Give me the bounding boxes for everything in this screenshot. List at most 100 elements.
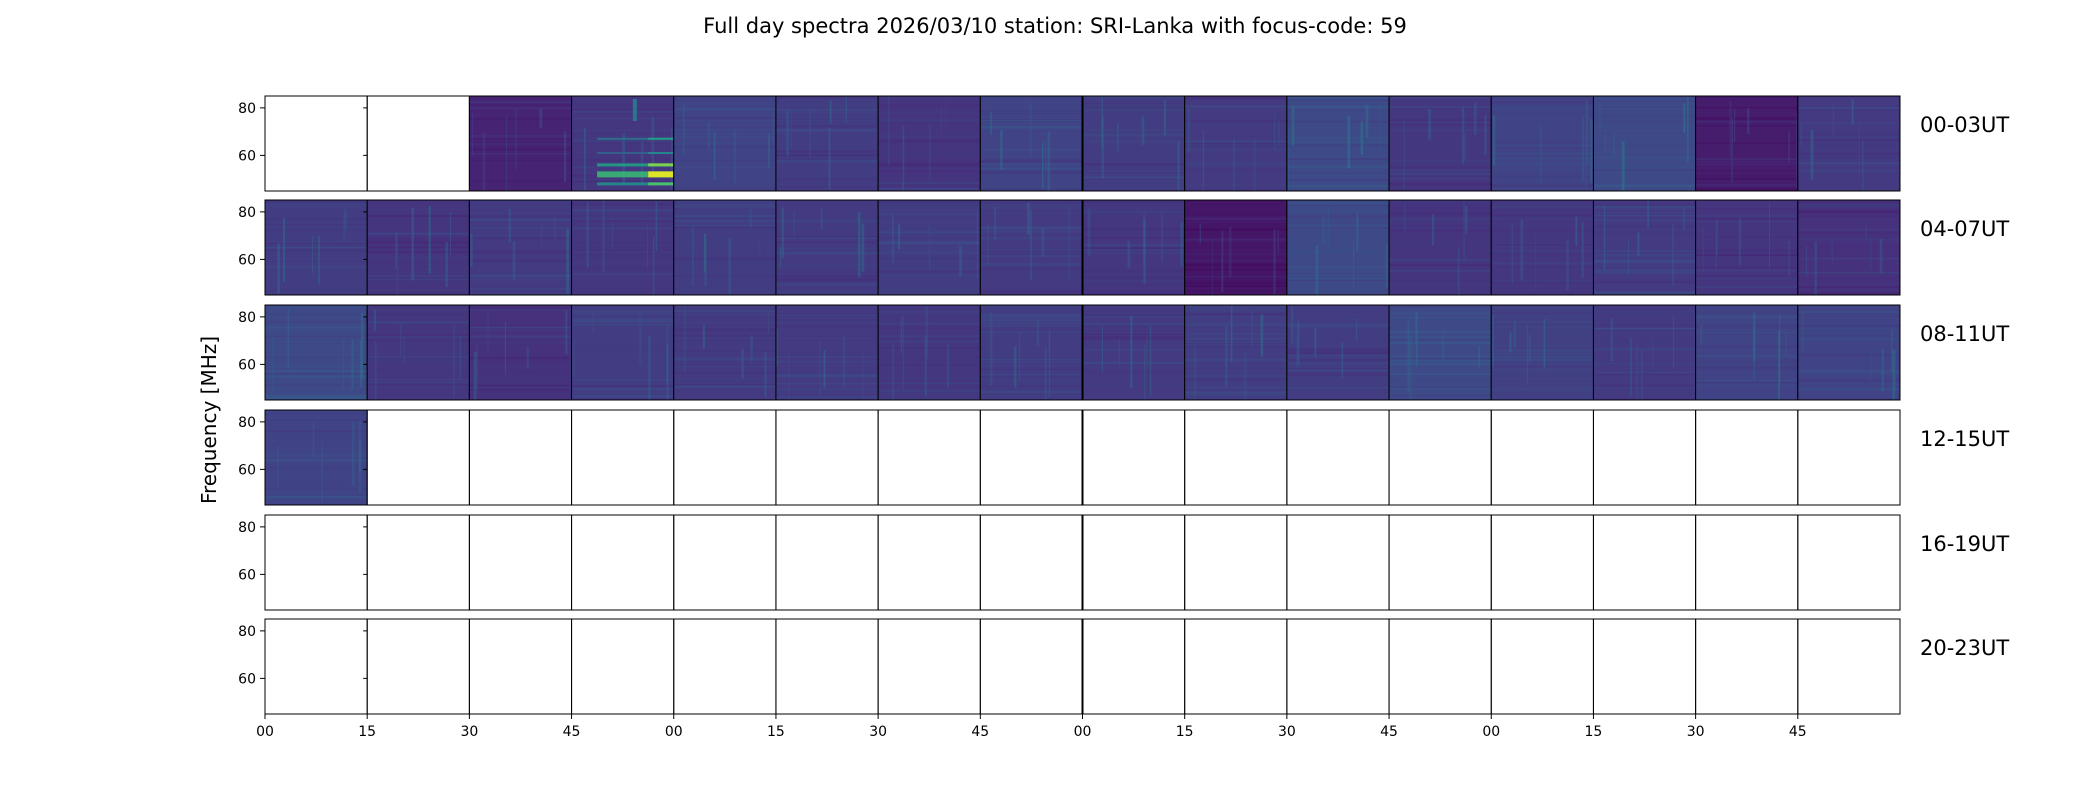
panel-frame	[1082, 409, 1186, 506]
spectrum-panel	[1286, 199, 1390, 296]
panel-frame	[1490, 514, 1594, 611]
spectrum-panel	[1286, 514, 1390, 611]
panel-frame	[1797, 409, 1901, 506]
panel-frame	[775, 514, 879, 611]
spectrum-panel	[877, 618, 981, 715]
spectrum-panel	[366, 199, 470, 296]
spectrum-background	[1184, 305, 1287, 400]
spectrum-background	[1389, 305, 1492, 400]
panel-frame	[1797, 304, 1901, 401]
spectrum-background	[1593, 96, 1696, 191]
y-tick-label: 60	[238, 567, 256, 583]
x-tick-label: 00	[256, 724, 274, 740]
panel-frame	[1695, 409, 1799, 506]
spectrum-panel	[1490, 618, 1594, 715]
spectrum-panel	[877, 95, 981, 192]
panel-frame	[571, 409, 675, 506]
spectrum-panel	[468, 199, 573, 296]
x-tick-label: 30	[1687, 724, 1705, 740]
spectrum-panel	[1490, 514, 1594, 611]
spectrum-panel	[1695, 304, 1799, 401]
spectrum-panel	[775, 514, 879, 611]
spectrum-panel	[1592, 618, 1697, 715]
spectrum-panel	[1797, 514, 1901, 611]
x-tick-label: 30	[869, 724, 887, 740]
panel-frame	[775, 409, 879, 506]
x-tick-label: 45	[971, 724, 989, 740]
x-tick-label: 30	[1278, 724, 1296, 740]
panel-frame	[1490, 409, 1594, 506]
spectrum-panel	[775, 409, 879, 506]
panel-frame	[1695, 618, 1799, 715]
spectrum-panel	[1184, 95, 1288, 192]
spectrum-panel	[673, 514, 777, 611]
spectrum-panel	[468, 304, 573, 401]
spectrum-panel	[1490, 304, 1594, 401]
spectrum-panel	[366, 304, 470, 401]
spectrum-panel	[1592, 514, 1697, 611]
spectra-row: 60 80 00-03UT	[238, 95, 2009, 192]
spectrum-panel	[673, 304, 777, 401]
spectra-row: 60 80 20-23UT	[238, 618, 2009, 715]
row-time-label: 16-19UT	[1920, 532, 2009, 556]
panel-frame	[775, 618, 879, 715]
spectrum-panel	[1082, 409, 1186, 506]
spectrum-panel	[571, 514, 675, 611]
panel-frame	[366, 409, 470, 506]
spectrum-panel	[1082, 514, 1186, 611]
x-tick-label: 15	[1585, 724, 1603, 740]
spectrum-panel	[1695, 618, 1799, 715]
panel-frame	[673, 618, 777, 715]
spectrum-panel	[1797, 304, 1901, 401]
x-tick-label: 45	[1380, 724, 1398, 740]
spectrum-panel	[1388, 409, 1492, 506]
panel-frame	[1388, 409, 1492, 506]
x-tick-label: 00	[1074, 724, 1092, 740]
panel-frame	[979, 409, 1083, 506]
panel-frame	[468, 409, 573, 506]
spectrum-background	[1491, 305, 1594, 400]
x-tick-label: 00	[665, 724, 683, 740]
spectrum-panel	[1286, 409, 1390, 506]
spectrum-panel	[979, 409, 1083, 506]
y-tick-label: 80	[238, 415, 256, 431]
spectrum-panel	[1184, 514, 1288, 611]
panel-frame	[877, 618, 981, 715]
panel-frame	[264, 95, 368, 192]
panel-frame	[366, 514, 470, 611]
spectrum-panel	[877, 304, 981, 401]
spectrum-panel	[1184, 199, 1288, 296]
x-tick-label: 30	[460, 724, 478, 740]
spectrum-background	[1082, 96, 1185, 191]
panel-frame	[1286, 618, 1390, 715]
panel-frame	[1082, 618, 1186, 715]
panel-frame	[1388, 618, 1492, 715]
panel-frame	[979, 514, 1083, 611]
spectrum-panel	[1388, 199, 1492, 296]
row-time-label: 00-03UT	[1920, 113, 2009, 137]
spectrum-panel	[1797, 618, 1901, 715]
panel-frame	[468, 618, 573, 715]
x-tick-label: 45	[1789, 724, 1807, 740]
row-time-label: 12-15UT	[1920, 427, 2009, 451]
spectrum-panel	[1797, 199, 1901, 296]
spectrum-panel	[571, 199, 675, 296]
spectrum-background	[1491, 200, 1594, 295]
spectrum-panel	[571, 618, 675, 715]
spectrum-panel	[1695, 409, 1799, 506]
panel-frame	[1286, 514, 1390, 611]
spectrum-panel	[1388, 304, 1492, 401]
panel-frame	[673, 514, 777, 611]
spectrum-panel	[1592, 199, 1697, 296]
spectrum-panel	[1797, 95, 1901, 192]
spectrum-panel	[1592, 95, 1697, 192]
spectrum-panel	[571, 95, 675, 192]
spectrum-panel	[1286, 618, 1390, 715]
y-tick-label: 80	[238, 101, 256, 117]
panel-frame	[1388, 514, 1492, 611]
spectrum-panel	[264, 618, 368, 715]
spectrum-panel	[673, 95, 777, 192]
panel-frame	[1184, 618, 1288, 715]
panel-frame	[571, 514, 675, 611]
panel-frame	[1797, 199, 1901, 296]
